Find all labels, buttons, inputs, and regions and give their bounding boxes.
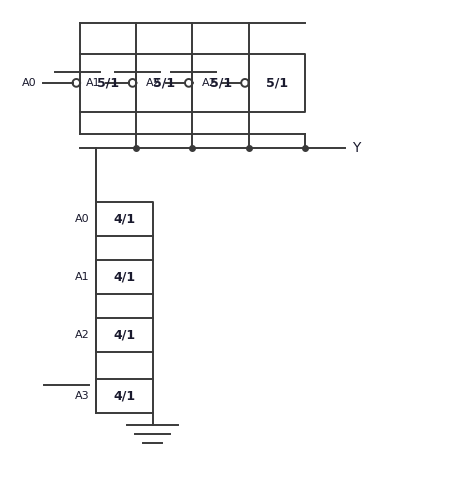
Text: A1: A1 [75,272,90,282]
Text: A1: A1 [86,78,100,88]
Text: A0: A0 [22,78,37,88]
Text: 4/1: 4/1 [113,389,136,403]
Text: A2: A2 [146,78,160,88]
Text: A3: A3 [75,391,90,401]
Text: 5/1: 5/1 [210,77,232,89]
Text: 4/1: 4/1 [113,271,136,284]
Text: 4/1: 4/1 [113,212,136,225]
Text: 4/1: 4/1 [113,329,136,342]
Text: A2: A2 [75,330,90,340]
Text: A0: A0 [75,214,90,224]
Text: A2: A2 [201,78,217,88]
Text: 5/1: 5/1 [266,77,288,89]
Text: 5/1: 5/1 [97,77,119,89]
Text: Y: Y [352,141,360,156]
Text: 5/1: 5/1 [153,77,175,89]
